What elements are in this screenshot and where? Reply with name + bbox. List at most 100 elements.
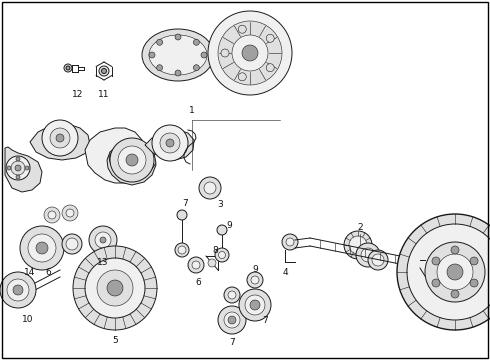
Circle shape (20, 226, 64, 270)
Circle shape (228, 316, 236, 324)
Text: 1: 1 (189, 106, 195, 115)
Text: 7: 7 (229, 338, 235, 347)
Text: 3: 3 (217, 200, 223, 209)
Circle shape (204, 182, 216, 194)
Circle shape (56, 134, 64, 142)
Circle shape (85, 258, 145, 318)
Polygon shape (5, 147, 42, 192)
Circle shape (152, 125, 188, 161)
Circle shape (107, 280, 123, 296)
Circle shape (157, 39, 163, 45)
Circle shape (372, 254, 384, 266)
Circle shape (192, 261, 200, 269)
Circle shape (221, 49, 229, 57)
Circle shape (28, 234, 56, 262)
Text: 6: 6 (45, 268, 51, 277)
Circle shape (110, 138, 154, 182)
Circle shape (228, 291, 236, 299)
Circle shape (286, 238, 294, 246)
Circle shape (44, 207, 60, 223)
Circle shape (451, 290, 459, 298)
Circle shape (66, 238, 78, 250)
Circle shape (13, 285, 23, 295)
Circle shape (175, 34, 181, 40)
Circle shape (66, 66, 70, 70)
Circle shape (118, 146, 146, 174)
Circle shape (208, 259, 216, 267)
Text: 10: 10 (22, 315, 34, 324)
Ellipse shape (149, 35, 207, 75)
Circle shape (447, 264, 463, 280)
Polygon shape (107, 142, 156, 185)
Circle shape (397, 214, 490, 330)
Circle shape (266, 34, 274, 42)
Circle shape (194, 65, 199, 71)
Text: 13: 13 (97, 258, 109, 267)
Circle shape (368, 250, 388, 270)
Circle shape (432, 279, 440, 287)
Circle shape (451, 246, 459, 254)
Circle shape (266, 64, 274, 72)
Circle shape (224, 287, 240, 303)
Circle shape (470, 257, 478, 265)
Circle shape (425, 242, 485, 302)
Circle shape (245, 295, 265, 315)
Circle shape (50, 128, 70, 148)
Circle shape (11, 161, 25, 175)
Circle shape (344, 231, 372, 259)
Circle shape (238, 25, 246, 33)
Circle shape (100, 237, 106, 243)
Circle shape (208, 11, 292, 95)
Circle shape (89, 226, 117, 254)
Circle shape (175, 243, 189, 257)
Circle shape (25, 166, 29, 170)
Circle shape (432, 257, 440, 265)
Circle shape (177, 210, 187, 220)
Circle shape (62, 234, 82, 254)
Circle shape (247, 272, 263, 288)
Circle shape (64, 64, 72, 72)
Polygon shape (145, 130, 194, 160)
Circle shape (356, 243, 380, 267)
Text: 9: 9 (226, 220, 232, 230)
Circle shape (201, 52, 207, 58)
Circle shape (282, 234, 298, 250)
Polygon shape (109, 142, 156, 177)
Circle shape (166, 139, 174, 147)
Circle shape (7, 279, 29, 301)
Circle shape (157, 65, 163, 71)
Circle shape (62, 205, 78, 221)
Polygon shape (85, 128, 145, 183)
Circle shape (99, 66, 109, 76)
Text: 9: 9 (252, 265, 258, 274)
Polygon shape (30, 124, 90, 160)
Circle shape (194, 39, 199, 45)
Circle shape (95, 232, 111, 248)
Ellipse shape (142, 29, 214, 81)
Circle shape (97, 270, 133, 306)
Circle shape (36, 242, 48, 254)
Circle shape (101, 68, 106, 73)
Circle shape (6, 156, 30, 180)
Circle shape (251, 276, 259, 284)
Circle shape (349, 236, 367, 254)
Text: 8: 8 (212, 246, 218, 255)
Circle shape (0, 272, 36, 308)
Text: 7: 7 (262, 316, 268, 325)
Circle shape (16, 175, 20, 179)
Text: 14: 14 (24, 268, 36, 277)
Text: 7: 7 (182, 199, 188, 208)
Text: 2: 2 (357, 223, 363, 232)
Circle shape (232, 35, 268, 71)
Circle shape (361, 248, 375, 262)
Circle shape (7, 166, 11, 170)
Circle shape (149, 52, 155, 58)
Circle shape (160, 133, 180, 153)
Text: 4: 4 (282, 268, 288, 277)
Circle shape (73, 246, 157, 330)
Text: 5: 5 (112, 336, 118, 345)
Circle shape (175, 70, 181, 76)
Circle shape (66, 209, 74, 217)
Text: 11: 11 (98, 90, 110, 99)
Circle shape (48, 211, 56, 219)
